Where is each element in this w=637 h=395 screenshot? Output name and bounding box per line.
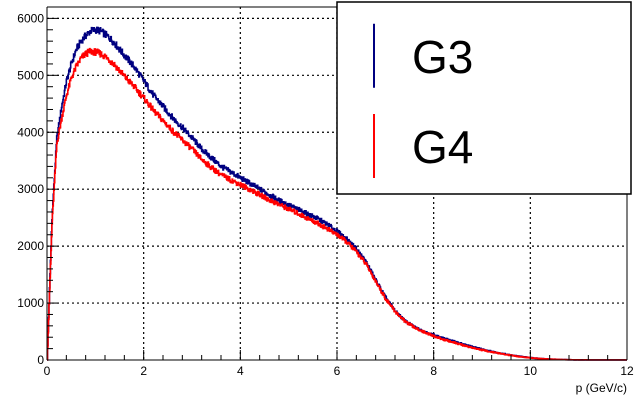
legend-box <box>336 1 632 195</box>
y-tick-label: 3000 <box>17 182 44 196</box>
x-tick-label: 2 <box>140 364 147 378</box>
x-tick-label: 0 <box>44 364 51 378</box>
x-tick-label: 12 <box>620 364 634 378</box>
x-tick-label: 4 <box>237 364 244 378</box>
y-tick-label: 4000 <box>17 125 44 139</box>
y-tick-label: 5000 <box>17 68 44 82</box>
series-layer <box>46 26 628 361</box>
series-line-g4 <box>46 47 628 361</box>
y-tick-label: 6000 <box>17 11 44 25</box>
y-tick-label: 2000 <box>17 239 44 253</box>
x-tick-label: 8 <box>430 364 437 378</box>
legend-label-g3: G3 <box>412 31 473 83</box>
legend: G3 G4 <box>336 1 632 195</box>
legend-label-g4: G4 <box>412 121 473 173</box>
x-axis-title: p (GeV/c) <box>576 381 627 395</box>
x-tick-label: 6 <box>334 364 341 378</box>
x-tick-label: 10 <box>524 364 538 378</box>
y-tick-label: 1000 <box>17 296 44 310</box>
y-tick-label: 0 <box>37 353 44 367</box>
